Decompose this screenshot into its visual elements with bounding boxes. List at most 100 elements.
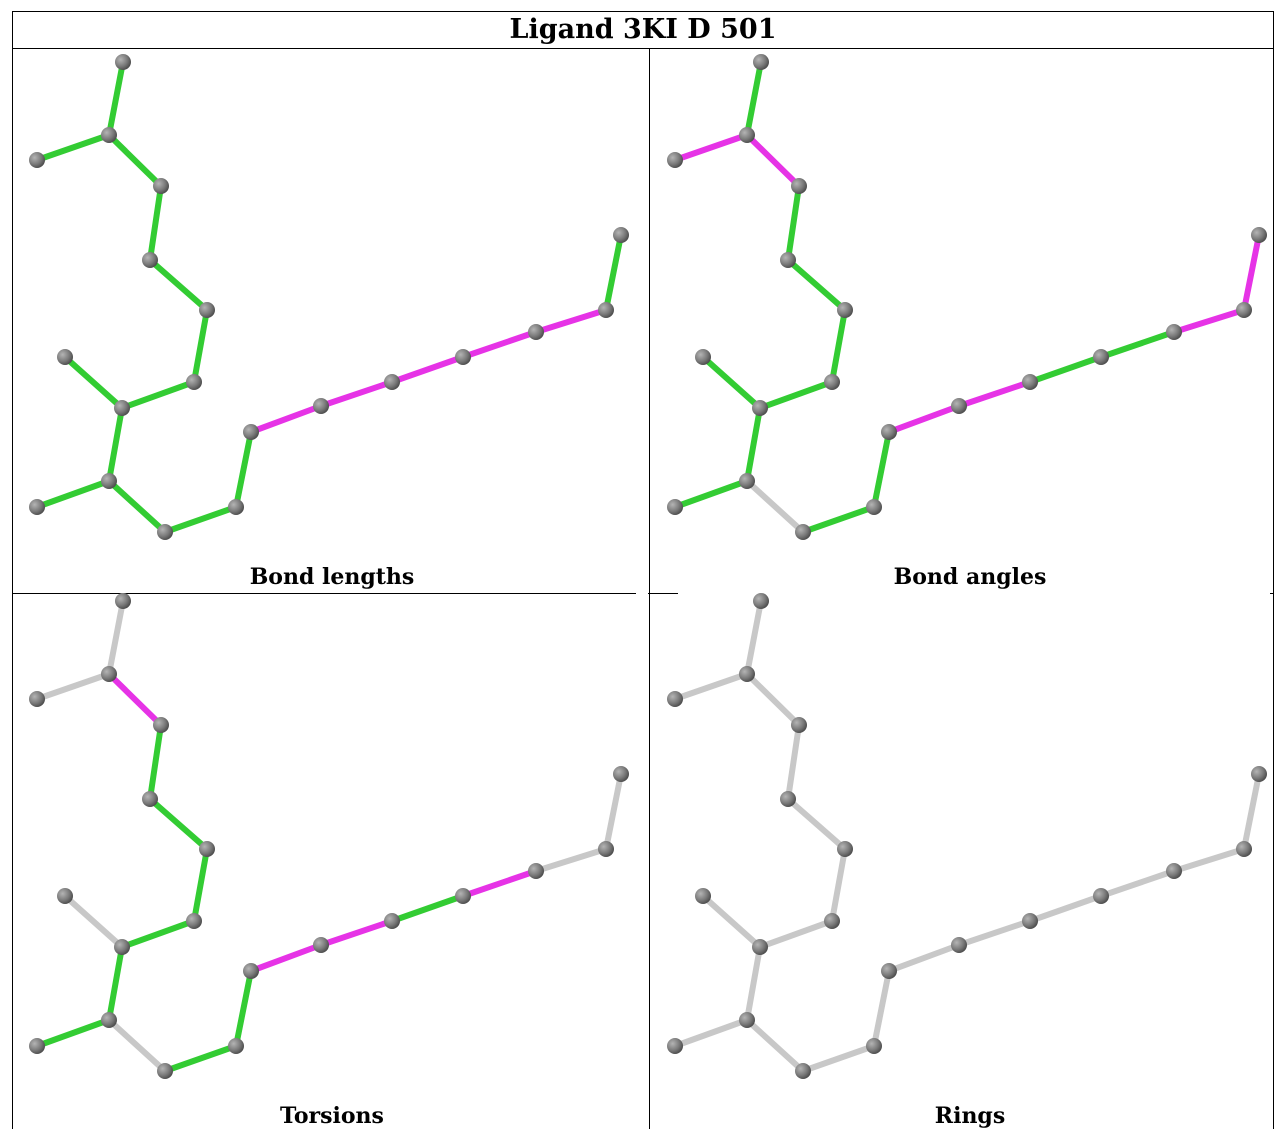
molecule-diagram [667, 593, 1267, 1079]
atom [780, 791, 796, 807]
atom [791, 717, 807, 733]
atom [753, 54, 769, 70]
bond-gray [34, 671, 112, 702]
bond-gray [785, 796, 848, 852]
bond-green [119, 379, 197, 411]
atom [199, 841, 215, 857]
bond-gray [106, 598, 126, 677]
atom [1236, 841, 1252, 857]
panel-caption: Bond lengths [249, 564, 415, 590]
atom [667, 152, 683, 168]
atom [951, 937, 967, 953]
bond-magenta [460, 329, 539, 360]
bond-green [119, 918, 197, 950]
atom [739, 1012, 755, 1028]
bond-green [829, 307, 848, 385]
bond-green [34, 132, 112, 163]
atom [384, 374, 400, 390]
molecule-diagram [667, 54, 1267, 540]
bond-green [106, 59, 126, 138]
atom [1022, 374, 1038, 390]
atom [791, 178, 807, 194]
bond-green [191, 307, 210, 385]
bond-magenta [744, 132, 802, 189]
atom [101, 1012, 117, 1028]
bond-green [389, 893, 466, 924]
bond-gray [106, 1017, 168, 1074]
bond-green [233, 968, 254, 1049]
bond-green [106, 944, 125, 1023]
bond-green [1098, 329, 1177, 360]
atom [101, 473, 117, 489]
atom [313, 398, 329, 414]
bond-green [800, 504, 877, 535]
atom [598, 841, 614, 857]
molecule-diagram [29, 593, 629, 1079]
bond-gray [1171, 846, 1247, 874]
atom [142, 252, 158, 268]
bond-gray [744, 478, 806, 535]
atom [753, 593, 769, 609]
atom [101, 127, 117, 143]
atom [667, 691, 683, 707]
bond-gray [956, 918, 1033, 948]
atom [57, 888, 73, 904]
atom [795, 1063, 811, 1079]
atom [667, 1038, 683, 1054]
molecule-diagram [29, 54, 629, 540]
row-divider-mid [648, 593, 678, 594]
bond-green [162, 504, 239, 535]
atom [598, 302, 614, 318]
bond-gray [744, 598, 764, 677]
atom [1251, 227, 1267, 243]
bond-gray [672, 671, 750, 702]
bond-gray [757, 918, 835, 950]
column-divider [649, 49, 650, 1129]
atom [114, 400, 130, 416]
atom [739, 473, 755, 489]
atom [313, 937, 329, 953]
panel-caption: Torsions [280, 1103, 384, 1129]
bond-green [785, 183, 802, 263]
atom [384, 913, 400, 929]
bond-green [700, 354, 763, 411]
atom [780, 252, 796, 268]
row-divider-right [1270, 593, 1274, 594]
atom [528, 863, 544, 879]
bond-green [744, 405, 763, 484]
atom [29, 499, 45, 515]
bond-green [672, 478, 750, 510]
bond-magenta [460, 868, 539, 899]
atom [1166, 863, 1182, 879]
bond-green [106, 132, 164, 189]
atom [57, 349, 73, 365]
bond-gray [744, 671, 802, 728]
atom [739, 127, 755, 143]
bond-magenta [672, 132, 750, 163]
atom [115, 54, 131, 70]
bond-gray [744, 944, 763, 1023]
atom [157, 1063, 173, 1079]
atom [837, 841, 853, 857]
atom [866, 499, 882, 515]
atom [153, 178, 169, 194]
atom [243, 963, 259, 979]
bond-green [147, 183, 164, 263]
atom [199, 302, 215, 318]
atom [613, 766, 629, 782]
atom [101, 666, 117, 682]
atom [528, 324, 544, 340]
bond-green [62, 354, 125, 411]
atom [881, 424, 897, 440]
bond-gray [62, 893, 125, 950]
bond-green [106, 405, 125, 484]
bond-green [162, 1043, 239, 1074]
atom [613, 227, 629, 243]
panel-caption: Rings [934, 1103, 1006, 1129]
bond-gray [603, 771, 624, 852]
atom [752, 400, 768, 416]
atom [228, 499, 244, 515]
atom [667, 499, 683, 515]
atom [29, 691, 45, 707]
bond-green [744, 59, 764, 138]
